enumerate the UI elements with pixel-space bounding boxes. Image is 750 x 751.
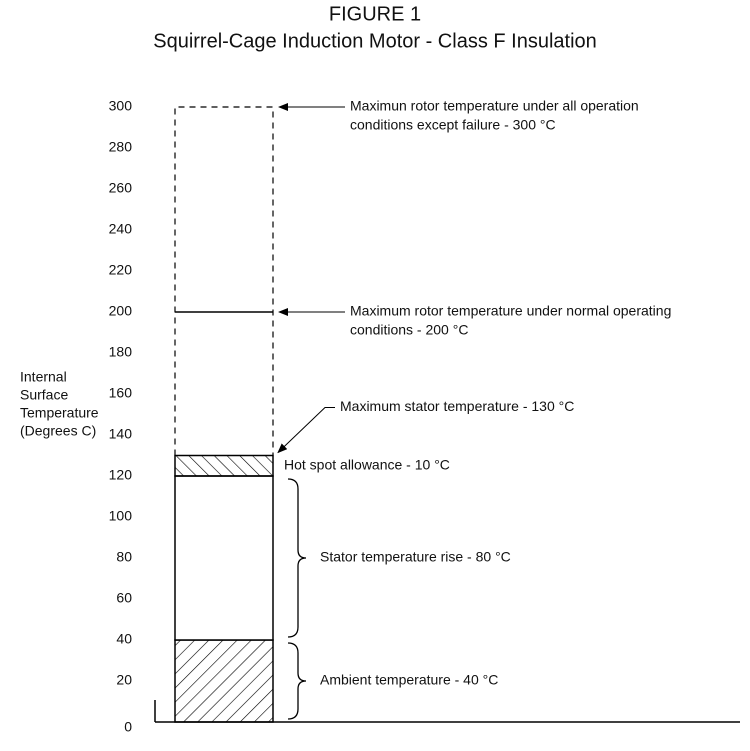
y-tick-label: 20 <box>116 672 132 688</box>
y-tick-label: 200 <box>109 303 133 319</box>
y-tick-label: 120 <box>109 467 133 483</box>
brace <box>287 478 307 638</box>
y-tick-label: 0 <box>124 719 132 735</box>
y-tick-label: 220 <box>109 262 133 278</box>
y-tick-label: 300 <box>109 98 133 114</box>
limit-label: Maximum rotor temperature under normal o… <box>350 303 671 319</box>
y-tick-label: 280 <box>109 139 133 155</box>
y-tick-label: 160 <box>109 385 133 401</box>
y-axis-label: Internal <box>20 369 67 385</box>
y-axis-label: (Degrees C) <box>20 423 96 439</box>
dashed-envelope <box>174 106 274 456</box>
y-tick-label: 240 <box>109 221 133 237</box>
y-tick-label: 80 <box>116 549 132 565</box>
limit-label: Maximum stator temperature - 130 °C <box>340 398 574 414</box>
y-tick-label: 140 <box>109 426 133 442</box>
y-tick-label: 40 <box>116 631 132 647</box>
chart-subtitle: Squirrel-Cage Induction Motor - Class F … <box>153 30 597 52</box>
limit-arrow <box>277 407 335 454</box>
y-axis-label: Temperature <box>20 405 99 421</box>
y-tick-label: 180 <box>109 344 133 360</box>
limit-label: conditions except failure - 300 °C <box>350 117 556 133</box>
brace <box>287 642 307 720</box>
segment-label: Ambient temperature - 40 °C <box>320 672 498 688</box>
y-tick-label: 60 <box>116 590 132 606</box>
chart-title: FIGURE 1 <box>329 3 421 25</box>
segment-label: Hot spot allowance - 10 °C <box>284 456 450 472</box>
bar-segment <box>174 454 274 477</box>
segment-label: Stator temperature rise - 80 °C <box>320 549 511 565</box>
y-tick-label: 100 <box>109 508 133 524</box>
limit-label: Maximun rotor temperature under all oper… <box>350 98 639 114</box>
limit-label: conditions - 200 °C <box>350 322 468 338</box>
bar-segment <box>174 639 274 723</box>
y-tick-label: 260 <box>109 180 133 196</box>
bar-segment <box>174 475 274 641</box>
y-axis-label: Surface <box>20 387 68 403</box>
